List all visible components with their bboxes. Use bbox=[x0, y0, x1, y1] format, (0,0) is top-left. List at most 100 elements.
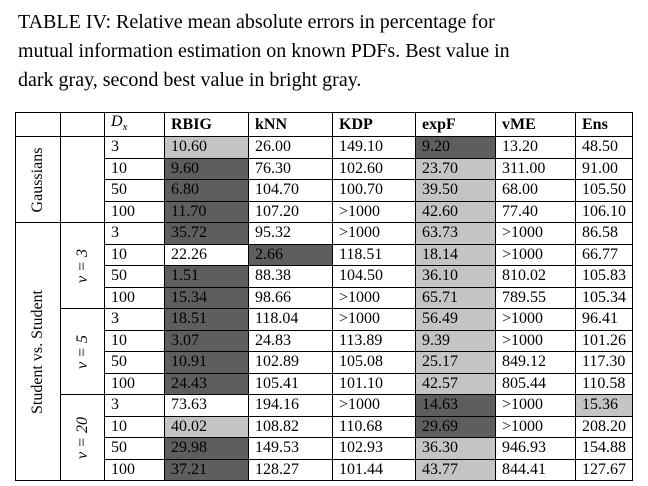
caption-line: TABLE IV: Relative mean absolute errors … bbox=[18, 11, 495, 33]
dx-cell: 10 bbox=[104, 157, 165, 181]
value-cell: 149.53 bbox=[248, 437, 333, 460]
value-cell: 108.82 bbox=[248, 415, 333, 439]
value-cell: 98.66 bbox=[248, 286, 333, 310]
table-caption: TABLE IV: Relative mean absolute errors … bbox=[18, 8, 630, 95]
value-cell: >1000 bbox=[495, 394, 576, 417]
value-cell: >1000 bbox=[332, 394, 416, 417]
value-cell: >1000 bbox=[495, 329, 576, 353]
table-row: 50 29.98 149.53 102.93 36.30 946.93 154.88 bbox=[16, 437, 633, 460]
header-row: Dx RBIG kNN KDP expF vME Ens bbox=[15, 111, 633, 138]
value-cell: 118.04 bbox=[248, 308, 333, 331]
value-cell: 2.66 bbox=[248, 243, 333, 267]
value-cell: 107.20 bbox=[248, 200, 333, 224]
dx-cell: 100 bbox=[104, 458, 165, 482]
dx-cell: 3 bbox=[104, 394, 165, 417]
value-cell: 42.60 bbox=[415, 200, 496, 224]
value-cell: 127.67 bbox=[575, 458, 633, 482]
subgroup-label: ν = 3 bbox=[73, 248, 91, 283]
value-cell: 9.60 bbox=[164, 157, 249, 181]
value-cell: 113.89 bbox=[332, 329, 416, 353]
value-cell: 66.77 bbox=[575, 243, 633, 267]
value-cell: 128.27 bbox=[248, 458, 333, 482]
value-cell: 101.10 bbox=[332, 372, 416, 396]
dx-cell: 50 bbox=[104, 437, 165, 460]
value-cell: 48.50 bbox=[575, 136, 633, 159]
value-cell: 311.00 bbox=[495, 157, 576, 181]
header-empty bbox=[60, 111, 105, 138]
value-cell: 805.44 bbox=[495, 372, 576, 396]
value-cell: 65.71 bbox=[415, 286, 496, 310]
value-cell: 849.12 bbox=[495, 351, 576, 374]
caption-line: mutual information estimation on known P… bbox=[18, 40, 510, 62]
value-cell: 105.50 bbox=[575, 179, 633, 202]
value-cell: 29.98 bbox=[164, 437, 249, 460]
header-dx: Dx bbox=[104, 111, 165, 138]
value-cell: >1000 bbox=[495, 308, 576, 331]
dx-cell: 10 bbox=[104, 329, 165, 353]
subgroup-label: ν = 5 bbox=[73, 334, 91, 369]
table-row: ν = 5 3 18.51 118.04 >1000 56.49 >1000 96.41 bbox=[16, 308, 633, 396]
header-empty bbox=[15, 111, 61, 138]
value-cell: 810.02 bbox=[495, 265, 576, 288]
table-row: 100 37.21 128.27 101.44 43.77 844.41 127.67 bbox=[16, 458, 633, 482]
dx-cell: 3 bbox=[104, 308, 165, 331]
value-cell: 6.80 bbox=[164, 179, 249, 202]
dx-cell: 50 bbox=[104, 265, 165, 288]
value-cell: 29.69 bbox=[415, 415, 496, 439]
value-cell: 73.63 bbox=[164, 394, 249, 417]
value-cell: 104.70 bbox=[248, 179, 333, 202]
value-cell: >1000 bbox=[332, 308, 416, 331]
subgroup-nu20: ν = 20 bbox=[60, 394, 105, 482]
value-cell: 36.30 bbox=[415, 437, 496, 460]
value-cell: 37.21 bbox=[164, 458, 249, 482]
value-cell: 946.93 bbox=[495, 437, 576, 460]
table-row: ν = 20 3 73.63 194.16 >1000 14.63 >1000 15.36 bbox=[16, 394, 633, 482]
subgroup-nu5: ν = 5 bbox=[60, 308, 105, 396]
value-cell: 26.00 bbox=[248, 136, 333, 159]
value-cell: 15.36 bbox=[575, 394, 633, 417]
value-cell: 13.20 bbox=[495, 136, 576, 159]
value-cell: 95.32 bbox=[248, 222, 333, 245]
value-cell: 11.70 bbox=[164, 200, 249, 224]
value-cell: 24.83 bbox=[248, 329, 333, 353]
value-cell: 63.73 bbox=[415, 222, 496, 245]
value-cell: 154.88 bbox=[575, 437, 633, 460]
value-cell: >1000 bbox=[495, 415, 576, 439]
table-row: 100 24.43 105.41 101.10 42.57 805.44 110.58 bbox=[16, 372, 633, 396]
dx-cell: 100 bbox=[104, 200, 165, 224]
dx-cell: 100 bbox=[104, 372, 165, 396]
table-row: 50 10.91 102.89 105.08 25.17 849.12 117.30 bbox=[16, 351, 633, 374]
value-cell: 68.00 bbox=[495, 179, 576, 202]
table-row: 10 40.02 108.82 110.68 29.69 >1000 208.20 bbox=[16, 415, 633, 439]
value-cell: 22.26 bbox=[164, 243, 249, 267]
group-empty bbox=[60, 136, 105, 224]
table-row: Gaussians 3 10.60 26.00 149.10 9.20 13.20 48.50 bbox=[15, 136, 633, 224]
subgroup-label: ν = 20 bbox=[73, 416, 91, 459]
value-cell: 35.72 bbox=[164, 222, 249, 245]
value-cell: 194.16 bbox=[248, 394, 333, 417]
table-row: 50 6.80 104.70 100.70 39.50 68.00 105.50 bbox=[16, 179, 633, 202]
table-row: 10 9.60 76.30 102.60 23.70 311.00 91.00 bbox=[16, 157, 633, 181]
value-cell: 1.51 bbox=[164, 265, 249, 288]
table-row: Student vs. Student ν = 3 3 35.72 95.32 >1000… bbox=[15, 222, 633, 482]
value-cell: 14.63 bbox=[415, 394, 496, 417]
value-cell: 105.83 bbox=[575, 265, 633, 288]
value-cell: 9.39 bbox=[415, 329, 496, 353]
value-cell: 100.70 bbox=[332, 179, 416, 202]
value-cell: 105.34 bbox=[575, 286, 633, 310]
subgroup-nu3: ν = 3 bbox=[60, 222, 105, 310]
value-cell: 40.02 bbox=[164, 415, 249, 439]
value-cell: 77.40 bbox=[495, 200, 576, 224]
value-cell: 102.93 bbox=[332, 437, 416, 460]
value-cell: 88.38 bbox=[248, 265, 333, 288]
header-expf: expF bbox=[415, 111, 496, 138]
header-knn: kNN bbox=[248, 111, 333, 138]
dx-cell: 10 bbox=[104, 243, 165, 267]
value-cell: >1000 bbox=[332, 200, 416, 224]
dx-cell: 50 bbox=[104, 179, 165, 202]
value-cell: 117.30 bbox=[575, 351, 633, 374]
value-cell: 9.20 bbox=[415, 136, 496, 159]
value-cell: 36.10 bbox=[415, 265, 496, 288]
group-student: Student vs. Student bbox=[15, 222, 61, 482]
value-cell: 23.70 bbox=[415, 157, 496, 181]
